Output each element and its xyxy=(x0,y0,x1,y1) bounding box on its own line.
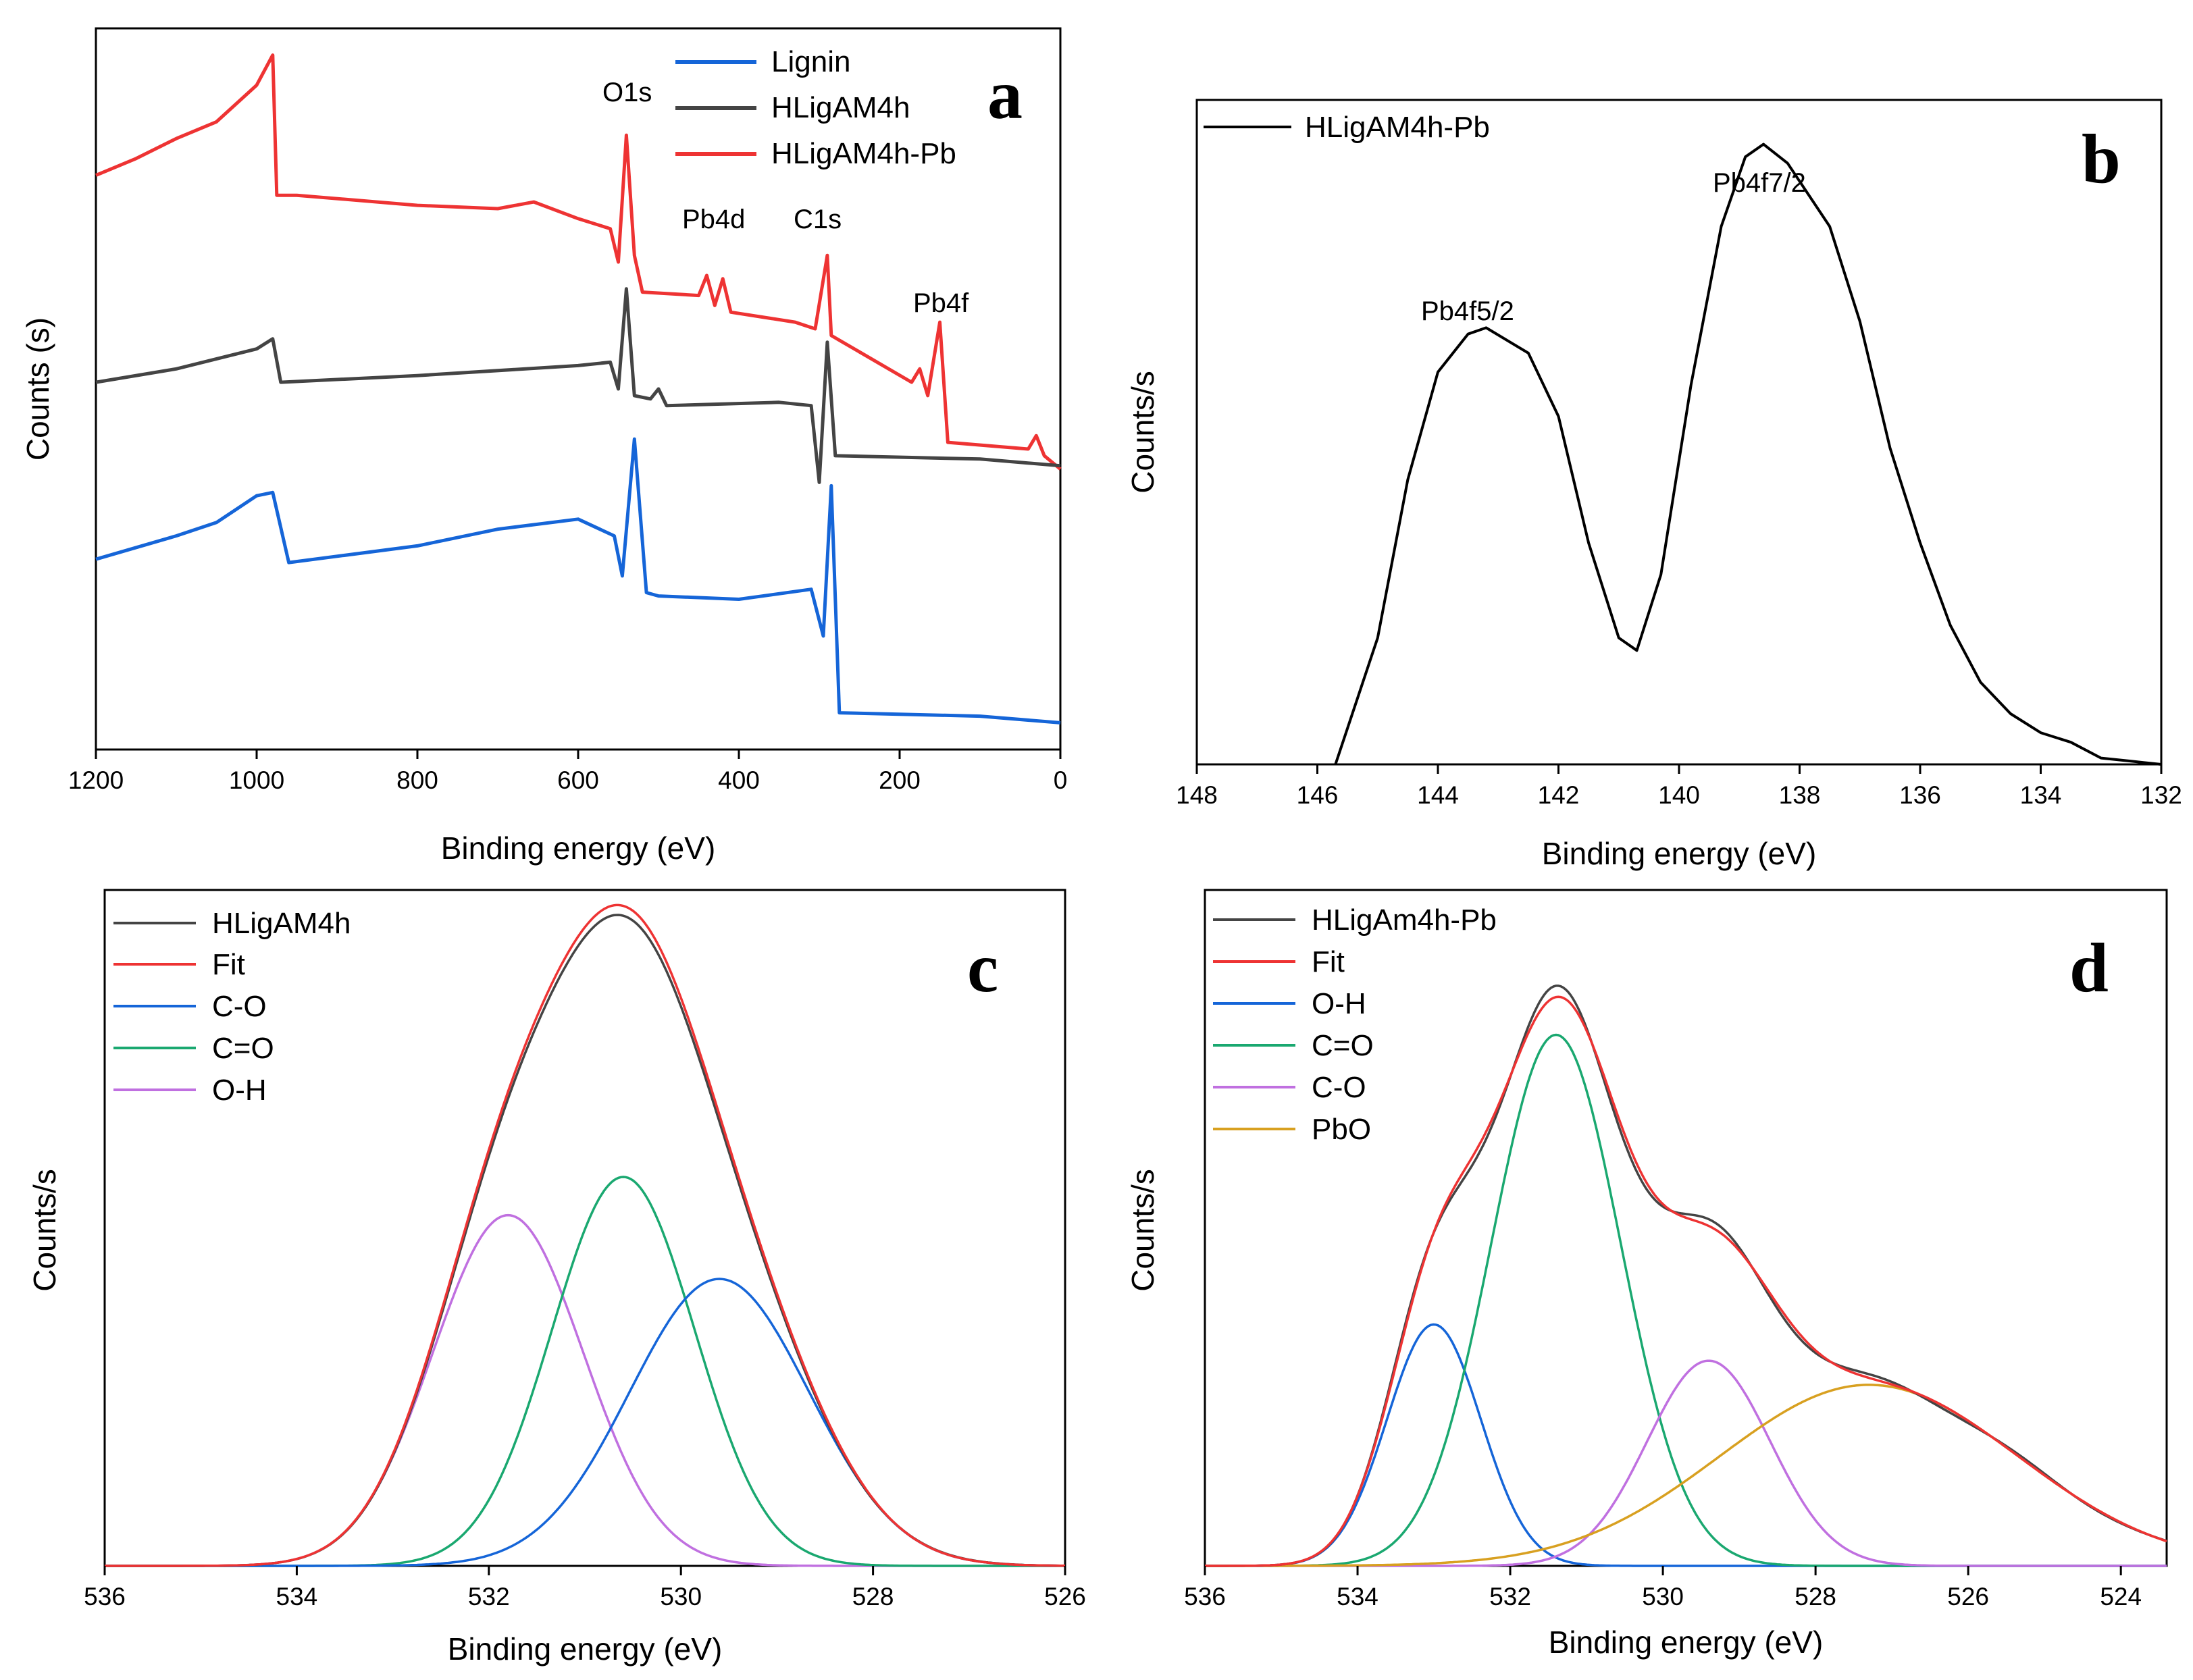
panel-c-legend-hligam4h: HLigAM4h xyxy=(212,907,351,940)
panel-c-peak-c-o xyxy=(105,1278,1065,1567)
panel-d-label: d xyxy=(2069,929,2109,1007)
panel-a-annotation-c1s: C1s xyxy=(794,205,842,234)
panel-d-legend-fit: Fit xyxy=(1312,945,1345,978)
panel-a-x-tick-label: 600 xyxy=(557,766,599,794)
panel-d-peak-c-o xyxy=(1205,1359,2167,1567)
panel-a-line-hligam4h xyxy=(95,287,1061,484)
panel-c-x-tick-label: 530 xyxy=(660,1583,702,1610)
panel-a-label: a xyxy=(987,56,1023,134)
panel-d-legend-hligam4h-pb: HLigAm4h-Pb xyxy=(1312,903,1497,937)
panel-b-x-tick-label: 144 xyxy=(1417,781,1459,809)
panel-c-series xyxy=(105,903,1065,1567)
panel-b-annotation-pb4f5-2: Pb4f5/2 xyxy=(1421,296,1514,326)
panel-c-legend-o-h: O-H xyxy=(212,1074,267,1107)
panel-a-x-tick-label: 0 xyxy=(1054,766,1068,794)
panel-c-x-tick-label: 528 xyxy=(852,1583,894,1610)
panel-c-x-tick-label: 534 xyxy=(276,1583,318,1610)
panel-c-peak-c-double-o xyxy=(105,1176,1065,1567)
panel-c-label: c xyxy=(967,929,998,1007)
panel-b-y-axis-label: Counts/s xyxy=(1125,371,1160,494)
panel-c-x-tick-label: 532 xyxy=(468,1583,510,1610)
panel-b-label: b xyxy=(2082,120,2121,198)
panel-b-x-ticks: 148 146 144 142 140 138 136 134 132 xyxy=(1176,764,2182,809)
panel-c: 536 534 532 530 528 526 Binding energy (eV) C… xyxy=(27,889,1086,1666)
panel-c-legend-c-double-o: C=O xyxy=(212,1032,274,1065)
panel-c-x-ticks: 536 534 532 530 528 526 xyxy=(84,1566,1086,1610)
panel-d-legend-c-double-o: C=O xyxy=(1312,1029,1374,1062)
panel-a-annotation-pb4d: Pb4d xyxy=(682,205,745,234)
panel-b-line-hligam4h-pb xyxy=(1334,142,2162,766)
panel-b-legend: HLigAM4h-Pb xyxy=(1204,111,1490,144)
panel-b-x-tick-label: 138 xyxy=(1779,781,1821,809)
panel-a-x-axis-label: Binding energy (eV) xyxy=(441,831,716,866)
panel-a: 1200 1000 800 600 400 200 0 Binding energy (eV… xyxy=(20,27,1067,866)
panel-b-x-tick-label: 148 xyxy=(1176,781,1218,809)
panel-d-x-ticks: 536 534 532 530 528 526 524 xyxy=(1184,1566,2142,1610)
panel-d-x-tick-label: 532 xyxy=(1489,1583,1531,1610)
panel-b-x-tick-label: 134 xyxy=(2020,781,2062,809)
panel-d-x-tick-label: 526 xyxy=(1947,1583,1989,1610)
panel-a-legend-hligam4h-pb: HLigAM4h-Pb xyxy=(771,137,956,170)
panel-c-y-axis-label: Counts/s xyxy=(27,1169,62,1292)
panel-d-x-tick-label: 524 xyxy=(2100,1583,2142,1610)
panel-a-legend: Lignin HLigAM4h HLigAM4h-Pb xyxy=(675,45,956,170)
panel-b-x-tick-label: 140 xyxy=(1658,781,1700,809)
panel-d-x-axis-label: Binding energy (eV) xyxy=(1549,1625,1824,1660)
panel-a-series xyxy=(95,53,1062,725)
panel-b-series xyxy=(1334,142,2162,766)
panel-b-x-tick-label: 132 xyxy=(2140,781,2182,809)
panel-b-legend-hligam4h-pb: HLigAM4h-Pb xyxy=(1305,111,1490,144)
panel-d-legend-c-o: C-O xyxy=(1312,1071,1366,1104)
panel-a-x-tick-label: 1000 xyxy=(229,766,284,794)
panel-d-peak-pbo xyxy=(1205,1384,2167,1567)
panel-a-x-tick-label: 800 xyxy=(396,766,438,794)
panel-d: 536 534 532 530 528 526 524 Binding energy (eV… xyxy=(1125,889,2168,1660)
panel-d-peak-o-h xyxy=(1205,1323,2167,1567)
panel-c-plot-frame xyxy=(103,889,1066,1567)
panel-d-y-axis-label: Counts/s xyxy=(1125,1169,1160,1292)
panel-b-annotation-pb4f7-2: Pb4f7/2 xyxy=(1713,168,1806,198)
panel-c-peak-o-h xyxy=(105,1213,1065,1567)
panel-a-annotation-o1s: O1s xyxy=(602,78,652,107)
panel-c-legend-c-o: C-O xyxy=(212,990,267,1023)
panel-b-plot-frame xyxy=(1195,99,2163,766)
panel-c-legend-fit: Fit xyxy=(212,948,245,981)
panel-a-y-axis-label: Counts (s) xyxy=(20,317,55,461)
panel-d-x-tick-label: 536 xyxy=(1184,1583,1226,1610)
panel-d-x-tick-label: 530 xyxy=(1642,1583,1684,1610)
panel-c-x-axis-label: Binding energy (eV) xyxy=(448,1631,723,1666)
panel-d-x-tick-label: 528 xyxy=(1795,1583,1836,1610)
panel-b-x-tick-label: 136 xyxy=(1899,781,1941,809)
panel-a-annotation-pb4f: Pb4f xyxy=(913,288,969,318)
panel-a-x-ticks: 1200 1000 800 600 400 200 0 xyxy=(68,750,1067,794)
panel-b-x-axis-label: Binding energy (eV) xyxy=(1542,836,1817,871)
panel-c-x-tick-label: 536 xyxy=(84,1583,126,1610)
panel-a-x-tick-label: 400 xyxy=(718,766,760,794)
panel-a-line-lignin xyxy=(95,437,1061,725)
panel-d-series xyxy=(1205,985,2167,1567)
panel-c-legend: HLigAM4h Fit C-O C=O O-H xyxy=(113,907,351,1107)
panel-b-x-tick-label: 146 xyxy=(1297,781,1339,809)
panel-b-x-tick-label: 142 xyxy=(1538,781,1580,809)
panel-d-legend-pbo: PbO xyxy=(1312,1113,1371,1146)
panel-a-x-tick-label: 200 xyxy=(879,766,921,794)
panel-a-x-tick-label: 1200 xyxy=(68,766,124,794)
panel-a-legend-lignin: Lignin xyxy=(771,45,850,78)
panel-a-line-hligam4h-pb xyxy=(95,53,1062,471)
panel-c-x-tick-label: 526 xyxy=(1044,1583,1086,1610)
panel-d-line-fit xyxy=(1205,995,2167,1567)
panel-d-x-tick-label: 534 xyxy=(1337,1583,1378,1610)
panel-c-line-fit xyxy=(105,903,1065,1567)
panel-d-legend: HLigAm4h-Pb Fit O-H C=O C-O PbO xyxy=(1213,903,1497,1146)
panel-b: 148 146 144 142 140 138 136 134 132 Binding ener… xyxy=(1125,99,2182,871)
panel-d-legend-o-h: O-H xyxy=(1312,987,1366,1020)
panel-a-legend-hligam4h: HLigAM4h xyxy=(771,91,910,124)
